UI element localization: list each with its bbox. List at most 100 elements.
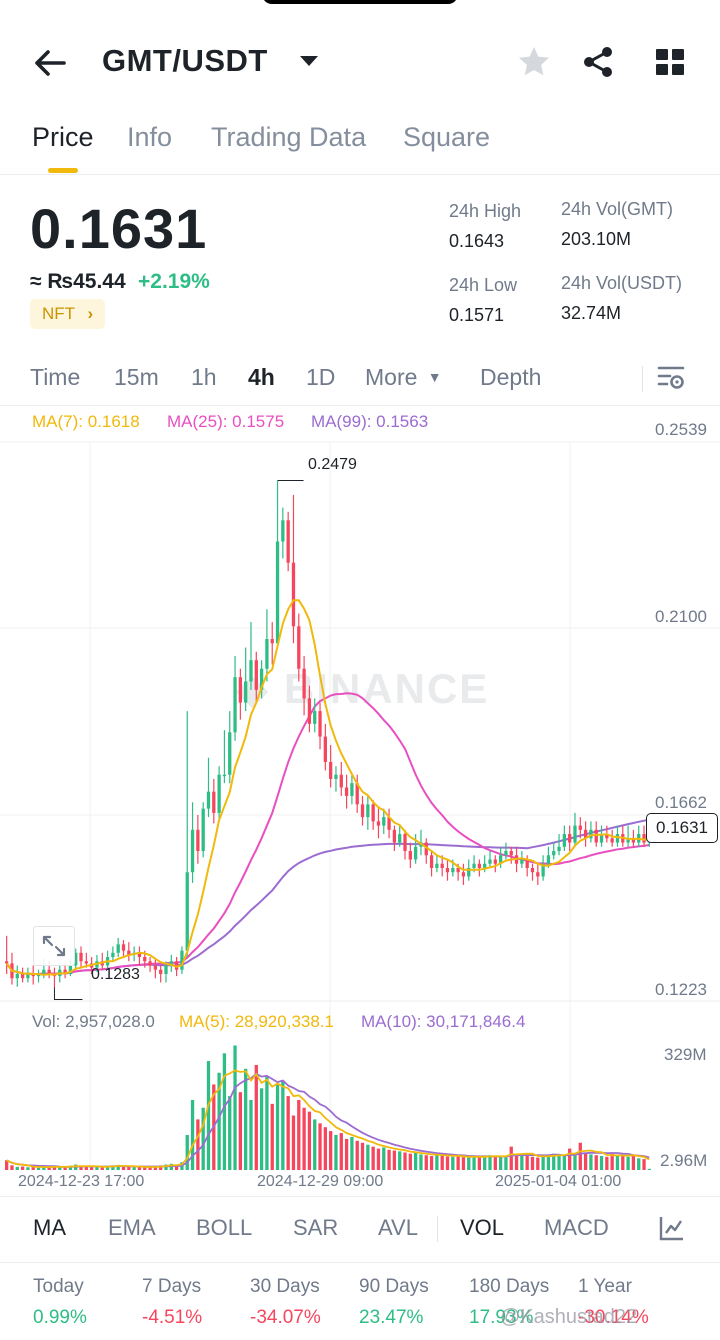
volume-bar	[196, 1119, 200, 1170]
expand-chart-button[interactable]	[33, 926, 75, 966]
fiat-price: ≈ ₨45.44	[30, 270, 126, 293]
tab-square[interactable]: Square	[403, 122, 491, 152]
interval-15m[interactable]: 15m	[114, 364, 159, 390]
star-icon[interactable]	[516, 44, 552, 80]
tab-info[interactable]: Info	[127, 122, 173, 152]
candle-body	[281, 520, 285, 542]
candle-body	[445, 867, 450, 873]
volume-bar	[275, 1084, 280, 1170]
candle-body	[196, 829, 200, 852]
volume-bar	[610, 1153, 614, 1170]
interval-more[interactable]: More ▼	[365, 364, 442, 391]
volume-bar	[637, 1158, 641, 1170]
candle-body	[568, 834, 572, 843]
candle-body	[456, 867, 460, 873]
chart-bottom-divider	[0, 1196, 720, 1197]
interval-1d[interactable]: 1D	[306, 364, 336, 390]
candle-body	[562, 834, 567, 847]
y-tick-label: 0.1223	[655, 980, 707, 999]
candle-body	[382, 817, 386, 826]
volume-bar	[589, 1154, 593, 1170]
vol-base-value: 203.10M	[561, 229, 632, 249]
volume-bar	[105, 1166, 110, 1170]
price-chart[interactable]	[0, 405, 720, 1200]
vol-y-tick-label: 2.96M	[660, 1151, 708, 1170]
chart-settings-icon[interactable]	[656, 364, 686, 392]
tab-price[interactable]: Price	[32, 122, 94, 152]
indicator-avl[interactable]: AVL	[378, 1215, 418, 1240]
candle-body	[164, 965, 168, 974]
grid-icon[interactable]	[652, 44, 688, 80]
volume-bar	[461, 1157, 466, 1170]
candle-body	[15, 973, 19, 979]
volume-bar	[621, 1155, 625, 1170]
candle-body	[228, 732, 232, 775]
pair-title[interactable]: GMT/USDT	[102, 43, 268, 78]
perf-label-today: Today	[33, 1276, 84, 1297]
candle-body	[201, 808, 205, 852]
volume-bar	[84, 1166, 88, 1170]
interval-4h[interactable]: 4h	[248, 364, 275, 390]
volume-bar	[504, 1156, 508, 1170]
candle-body	[174, 961, 179, 970]
candle-body	[424, 842, 428, 856]
candle-body	[206, 791, 211, 809]
interval-1h[interactable]: 1h	[191, 364, 217, 390]
volume-bar	[313, 1119, 317, 1170]
candle-body	[169, 961, 173, 966]
candle-body	[477, 863, 482, 868]
volume-bar	[127, 1166, 131, 1170]
volume-bar	[424, 1155, 428, 1170]
candle-body	[440, 863, 444, 868]
candle-body	[153, 965, 158, 970]
volume-bar	[578, 1142, 582, 1170]
y-tick-label: 0.1662	[655, 793, 707, 812]
indicator-sar[interactable]: SAR	[293, 1215, 339, 1240]
low-value: 0.1571	[449, 305, 505, 325]
indicator-ema[interactable]: EMA	[108, 1215, 156, 1240]
indicator-ma[interactable]: MA	[33, 1215, 66, 1240]
volume-bar	[583, 1152, 588, 1170]
volume-bar	[514, 1154, 519, 1170]
tab-trading-data[interactable]: Trading Data	[211, 122, 367, 152]
candle-body	[626, 838, 630, 843]
ma99-legend: MA(99): 0.1563	[311, 412, 429, 431]
indicator-boll[interactable]: BOLL	[196, 1215, 253, 1240]
candle-body	[472, 863, 476, 868]
volume-bar	[493, 1156, 497, 1170]
volume-bar	[472, 1156, 476, 1170]
volume-bar	[599, 1155, 604, 1170]
volume-bar	[594, 1155, 598, 1170]
perf-label-90d: 90 Days	[359, 1276, 429, 1297]
high-label: 24h High	[449, 201, 522, 221]
volume-bar	[483, 1155, 487, 1170]
high-value: 0.1643	[449, 231, 505, 251]
candle-body	[159, 969, 163, 974]
volume-bar	[557, 1155, 561, 1170]
back-arrow-icon[interactable]	[30, 46, 70, 80]
indicator-vol[interactable]: VOL	[460, 1215, 505, 1240]
nft-tag[interactable]: NFT ›	[30, 299, 106, 329]
volume-bar	[100, 1166, 104, 1170]
candle-body	[111, 952, 115, 958]
candle-body	[504, 851, 508, 856]
volume-bar	[344, 1138, 349, 1170]
candle-body	[541, 863, 545, 877]
volume-bar	[371, 1146, 375, 1170]
candle-body	[148, 961, 152, 966]
volume-bar	[323, 1127, 327, 1170]
volume-bar	[228, 1096, 232, 1170]
perf-label-30d: 30 Days	[250, 1276, 320, 1297]
volume-bar	[530, 1156, 535, 1170]
interval-time[interactable]: Time	[30, 364, 81, 390]
caret-down-icon[interactable]	[298, 54, 320, 68]
volume-bar	[68, 1165, 73, 1170]
indicator-macd[interactable]: MACD	[544, 1215, 609, 1240]
volume-bar	[451, 1156, 455, 1170]
candle-body	[217, 774, 221, 813]
interval-depth[interactable]: Depth	[480, 364, 542, 390]
share-icon[interactable]	[580, 44, 616, 80]
volume-bar	[498, 1157, 503, 1170]
indicator-settings-icon[interactable]	[658, 1214, 686, 1242]
volume-bar	[47, 1167, 51, 1170]
